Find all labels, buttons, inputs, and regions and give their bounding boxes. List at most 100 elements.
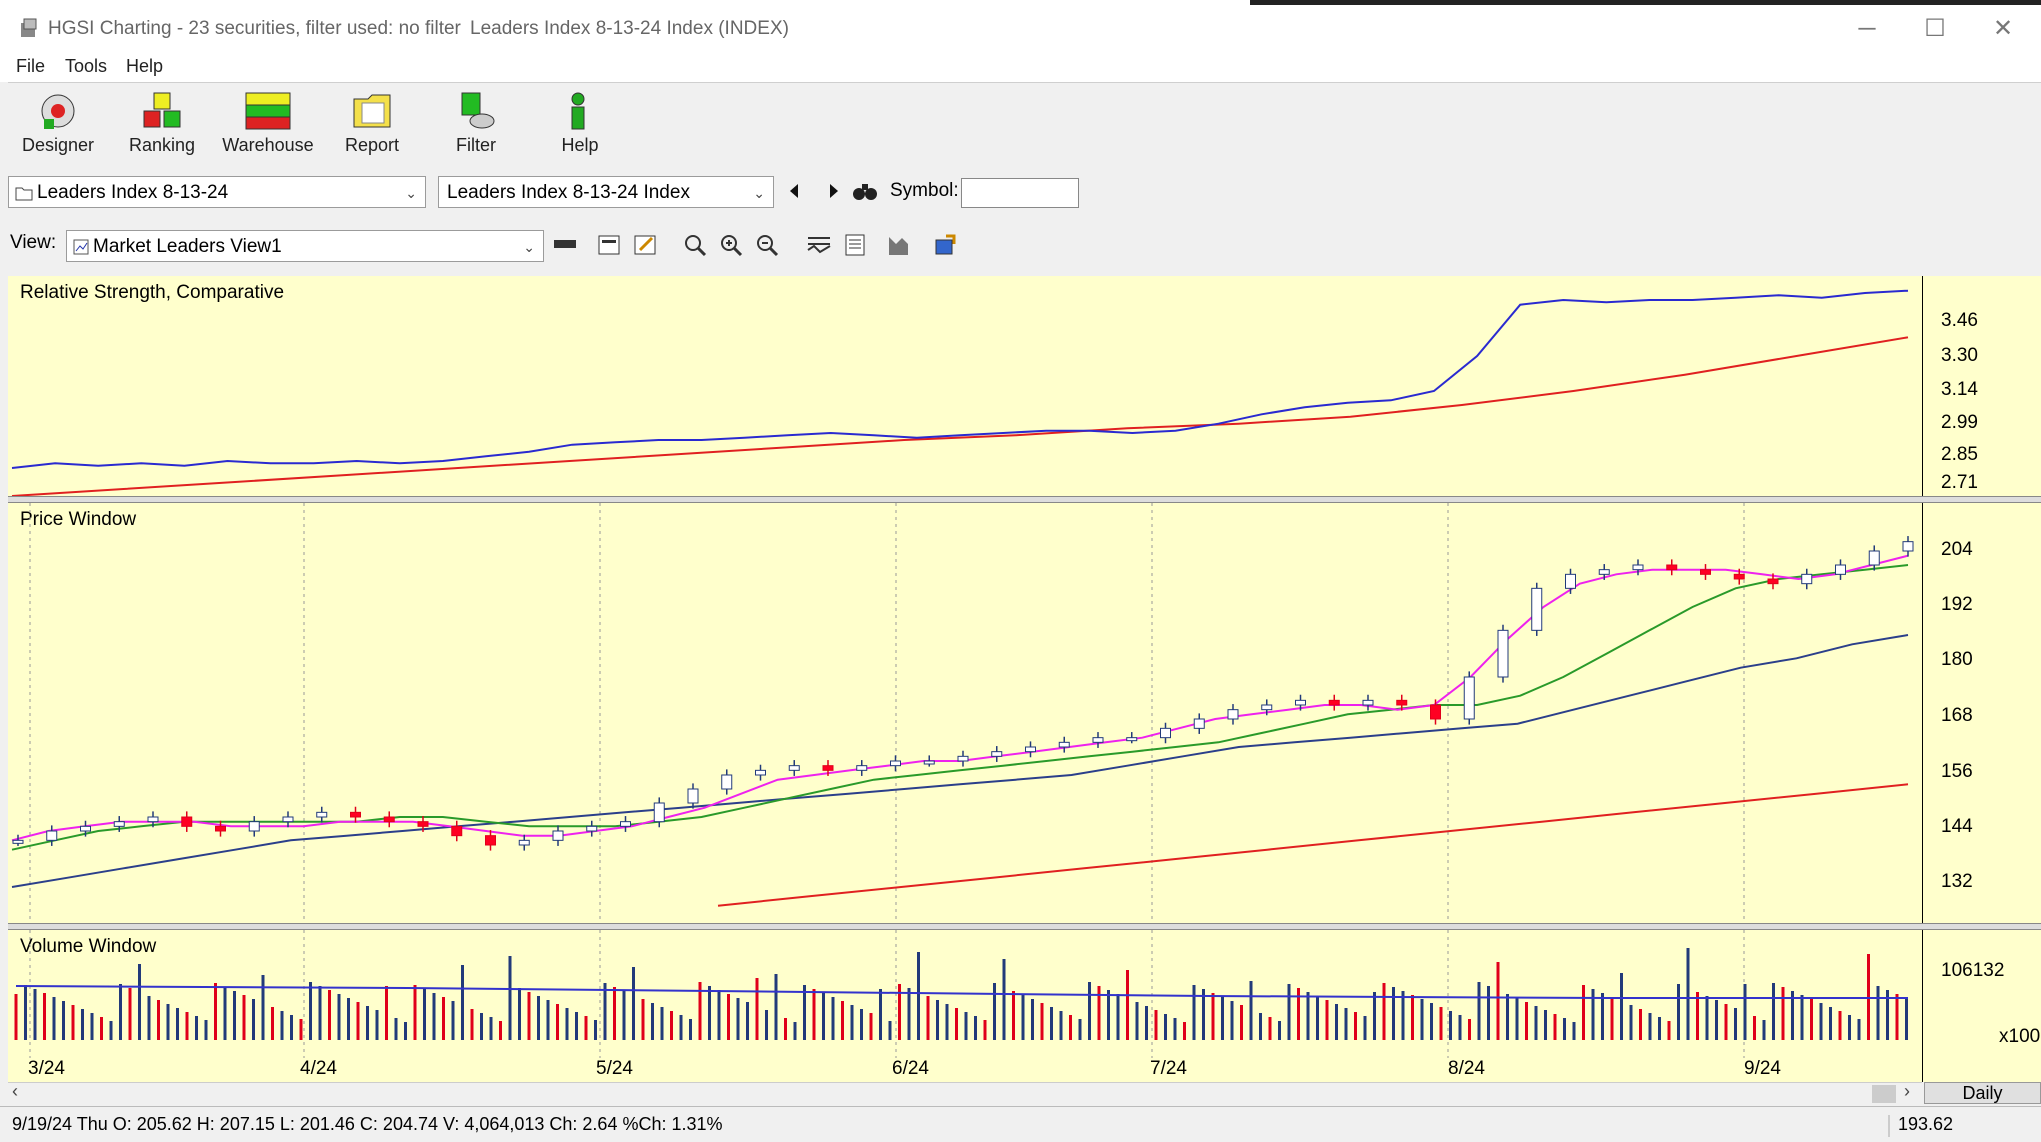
candle-body — [282, 816, 294, 823]
candle-body — [1058, 741, 1070, 748]
horizontal-scrollbar[interactable]: ‹ › — [8, 1081, 1922, 1105]
rs-panel-title: Relative Strength, Comparative — [20, 282, 285, 303]
chart-icon — [73, 239, 89, 255]
candle-body — [1700, 569, 1711, 575]
app-icon — [21, 18, 37, 37]
filter-button[interactable]: Filter — [426, 89, 526, 169]
edit-icon[interactable] — [632, 232, 658, 258]
rs-chart[interactable] — [8, 276, 1922, 496]
date-label: 9/24 — [1744, 1058, 1781, 1079]
scroll-left-icon[interactable]: ‹ — [12, 1081, 18, 1101]
volume-chart[interactable] — [8, 930, 1922, 1058]
rs-average-line — [11, 336, 1909, 496]
price-tick: 204 — [1941, 539, 1973, 560]
volume-tick: 106132 — [1941, 960, 2005, 981]
candle-body — [788, 765, 800, 771]
timeframe-selector[interactable]: Daily — [1924, 1082, 2041, 1104]
export-icon[interactable] — [932, 232, 958, 258]
list-icon[interactable] — [842, 232, 868, 258]
candle-body — [1328, 699, 1340, 706]
indicator-icon[interactable] — [806, 232, 832, 258]
rs-axis: 3.46 3.30 3.14 2.99 2.85 2.71 — [1922, 276, 2041, 496]
candle-body — [620, 821, 631, 827]
rs-tick: 2.99 — [1941, 412, 1978, 433]
warehouse-button[interactable]: Warehouse — [218, 89, 318, 169]
ranking-button[interactable]: Ranking — [112, 89, 212, 169]
maximize-button[interactable]: ☐ — [1924, 15, 1946, 42]
candle-body — [1801, 573, 1813, 585]
rs-line — [11, 289, 1909, 469]
report-button[interactable]: Report — [322, 89, 422, 169]
close-button[interactable]: ✕ — [1992, 15, 2014, 42]
help-button[interactable]: Help — [530, 89, 630, 169]
zoom-icon[interactable] — [682, 232, 708, 258]
scroll-right-icon[interactable]: › — [1904, 1081, 1910, 1101]
report-icon — [353, 94, 391, 128]
candle-body — [1362, 699, 1374, 706]
ma-200-line — [717, 783, 1909, 907]
filter-icon — [461, 92, 495, 129]
title-bar: HGSI Charting - 23 securities, filter us… — [0, 0, 2041, 58]
next-arrow-icon[interactable] — [826, 182, 842, 200]
report-label: Report — [344, 135, 400, 155]
list-select[interactable]: Leaders Index 8-13-24 ⌄ — [8, 176, 426, 208]
top-strip — [1250, 0, 2041, 5]
price-chart[interactable] — [8, 503, 1922, 923]
date-label: 8/24 — [1448, 1058, 1485, 1079]
date-label: 3/24 — [28, 1058, 65, 1079]
security-select-value: Leaders Index 8-13-24 Index — [447, 182, 690, 203]
zoom-out-icon[interactable] — [754, 232, 780, 258]
candle-body — [1126, 737, 1138, 742]
candle-body — [923, 760, 935, 765]
status-value: 193.62 — [1898, 1114, 1954, 1134]
price-panel: Price Window — [8, 503, 1922, 923]
zoom-in-icon[interactable] — [718, 232, 744, 258]
candle-body — [1497, 629, 1509, 678]
rs-tick: 3.30 — [1941, 345, 1978, 366]
menu-tools[interactable]: Tools — [65, 56, 108, 76]
date-label: 5/24 — [596, 1058, 633, 1079]
security-select[interactable]: Leaders Index 8-13-24 Index ⌄ — [438, 176, 774, 208]
properties-icon[interactable] — [596, 232, 622, 258]
panel-splitter[interactable] — [8, 496, 2041, 503]
glasses-icon[interactable] — [552, 232, 578, 258]
chevron-down-icon: ⌄ — [523, 239, 535, 255]
candle-body — [586, 825, 598, 832]
date-label: 6/24 — [892, 1058, 929, 1079]
volume-panel-title: Volume Window — [20, 936, 157, 957]
warehouse-icon — [245, 92, 291, 130]
menu-file[interactable]: File — [16, 56, 46, 76]
previous-arrow-icon[interactable] — [786, 182, 802, 200]
candle-body — [1295, 699, 1306, 706]
panel-splitter[interactable] — [8, 923, 2041, 930]
candle-body — [46, 830, 58, 841]
symbol-input[interactable] — [961, 178, 1079, 208]
menu-bar: File Tools Help — [0, 52, 2041, 82]
candle-body — [1835, 564, 1846, 575]
candle-body — [1733, 573, 1745, 580]
price-tick: 180 — [1941, 649, 1973, 670]
menu-help[interactable]: Help — [126, 56, 164, 76]
help-label: Help — [561, 135, 599, 155]
binoculars-icon[interactable] — [852, 180, 878, 202]
rs-panel: Relative Strength, Comparative — [8, 276, 1922, 496]
candle-body — [215, 825, 226, 832]
chart-tool-icon[interactable] — [886, 232, 912, 258]
view-label: View: — [10, 232, 57, 253]
rs-tick: 2.71 — [1941, 472, 1978, 493]
candle-body — [1463, 676, 1475, 720]
view-select[interactable]: Market Leaders View1 ⌄ — [66, 230, 544, 262]
designer-button[interactable]: Designer — [8, 89, 108, 169]
candle-body — [417, 821, 429, 827]
minimize-button[interactable]: ─ — [1858, 15, 1876, 42]
status-bar: 9/19/24 Thu O: 205.62 H: 207.15 L: 201.4… — [0, 1106, 2041, 1142]
view-select-value: Market Leaders View1 — [93, 236, 282, 257]
rs-tick: 3.14 — [1941, 379, 1978, 400]
candle-body — [653, 802, 665, 823]
price-axis: 204 192 180 168 156 144 132 — [1922, 503, 2041, 923]
candle-body — [687, 788, 699, 804]
date-label: 7/24 — [1150, 1058, 1187, 1079]
scroll-thumb[interactable] — [1872, 1085, 1896, 1103]
folder-icon — [15, 187, 33, 201]
candle-body — [383, 816, 395, 823]
